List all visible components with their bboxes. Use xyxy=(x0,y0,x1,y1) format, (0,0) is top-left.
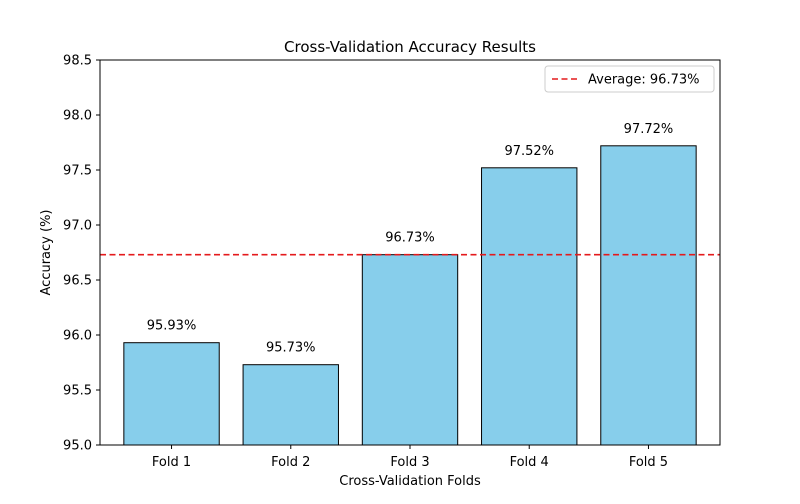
bar-value-label: 95.73% xyxy=(266,341,316,356)
bar-fold-4 xyxy=(481,167,578,446)
y-axis-label: Accuracy (%) xyxy=(39,210,54,296)
plot-frame xyxy=(99,59,721,446)
y-tick-label: 96.0 xyxy=(63,329,92,344)
bar-value-label: 96.73% xyxy=(385,231,435,246)
x-axis: Fold 1 Fold 2 Fold 3 Fold 4 Fold 5 xyxy=(152,445,668,470)
legend-box xyxy=(544,65,715,93)
y-tick-label: 95.0 xyxy=(63,439,92,454)
y-tick-label: 95.5 xyxy=(63,384,92,399)
bar-series xyxy=(123,145,697,446)
bar-value-label: 97.72% xyxy=(624,122,674,137)
x-tick-label: Fold 4 xyxy=(510,455,549,470)
chart-title: Cross-Validation Accuracy Results xyxy=(284,38,536,56)
bar-value-label: 95.93% xyxy=(147,319,197,334)
value-labels: 95.93% 95.73% 96.73% 97.52% 97.72% xyxy=(147,122,674,356)
x-tick-label: Fold 1 xyxy=(152,455,191,470)
y-tick-label: 98.5 xyxy=(63,54,92,69)
bar-value-label: 97.52% xyxy=(504,144,554,159)
x-tick-label: Fold 5 xyxy=(629,455,668,470)
bar-fold-5 xyxy=(600,145,697,446)
bar-fold-2 xyxy=(242,364,339,446)
x-axis-label: Cross-Validation Folds xyxy=(339,474,481,489)
x-tick-label: Fold 2 xyxy=(271,455,310,470)
y-tick-label: 98.0 xyxy=(63,109,92,124)
y-tick-label: 97.0 xyxy=(63,219,92,234)
y-tick-label: 96.5 xyxy=(63,274,92,289)
legend: Average: 96.73% xyxy=(544,65,715,93)
bar-fold-3 xyxy=(361,254,459,446)
x-tick-label: Fold 3 xyxy=(390,455,429,470)
legend-average-label: Average: 96.73% xyxy=(588,73,699,88)
y-axis: 95.0 95.5 96.0 96.5 97.0 97.5 98.0 98.5 xyxy=(63,54,100,454)
y-tick-label: 97.5 xyxy=(63,164,92,179)
bar-fold-1 xyxy=(123,342,220,446)
